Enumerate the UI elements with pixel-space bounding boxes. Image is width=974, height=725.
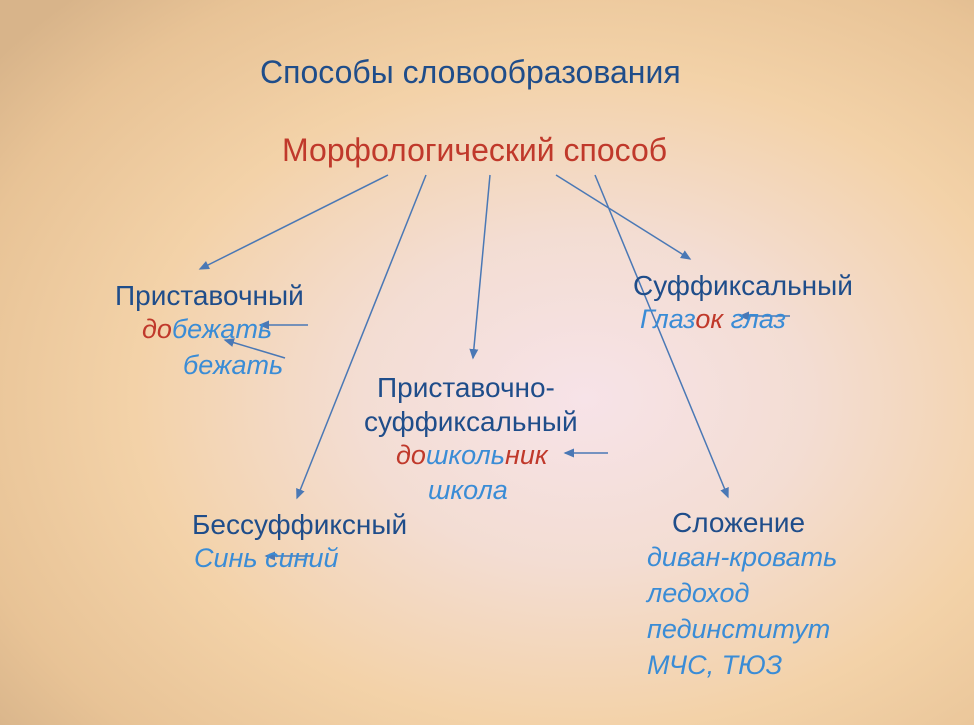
- node-slozhenie-heading: Сложение: [672, 505, 805, 540]
- text-segment: школь: [426, 440, 505, 470]
- diagram-stage: Способы словообразования Морфологический…: [0, 0, 974, 725]
- node-pristsuff-ex1: дошкольник: [396, 439, 548, 473]
- node-slozhenie-ex2: ледоход: [647, 577, 749, 611]
- text-segment: диван-кровать: [647, 542, 837, 572]
- text-segment: ник: [505, 440, 548, 470]
- node-pristavochny-heading: Приставочный: [115, 278, 304, 313]
- node-slozhenie-ex1: диван-кровать: [647, 541, 837, 575]
- node-suffiksalny-ex1: Глазок глаз: [640, 303, 786, 337]
- text-segment: глаз: [723, 304, 786, 334]
- text-segment: ледоход: [647, 578, 749, 608]
- node-slozhenie-ex3: пединститут: [647, 613, 830, 647]
- text-segment: бежать: [183, 350, 283, 380]
- node-bessuffiksny-ex1: Синь синий: [194, 542, 339, 576]
- node-pristavochny-ex1: добежать: [142, 313, 272, 347]
- main-title: Способы словообразования: [260, 52, 681, 92]
- arrow: [556, 175, 690, 259]
- subtitle: Морфологический способ: [282, 130, 667, 170]
- node-pristavochny-ex2: бежать: [183, 349, 283, 383]
- text-segment: до: [396, 440, 426, 470]
- text-segment: синий: [258, 543, 339, 573]
- node-pristsuff-ex2: школа: [428, 474, 508, 508]
- node-slozhenie-ex4: МЧС, ТЮЗ: [647, 649, 782, 683]
- node-pristsuff-heading-l1: Приставочно-: [377, 370, 555, 405]
- text-segment: Синь: [194, 543, 258, 573]
- node-bessuffiksny-heading: Бессуффиксный: [192, 507, 407, 542]
- text-segment: Глаз: [640, 304, 695, 334]
- text-segment: до: [142, 314, 172, 344]
- text-segment: школа: [428, 475, 508, 505]
- node-pristsuff-heading-l2: суффиксальный: [364, 404, 578, 439]
- arrow: [200, 175, 388, 269]
- arrow: [473, 175, 490, 358]
- text-segment: бежать: [172, 314, 272, 344]
- text-segment: пединститут: [647, 614, 830, 644]
- text-segment: ок: [695, 304, 723, 334]
- text-segment: МЧС, ТЮЗ: [647, 650, 782, 680]
- node-suffiksalny-heading: Суффиксальный: [633, 268, 853, 303]
